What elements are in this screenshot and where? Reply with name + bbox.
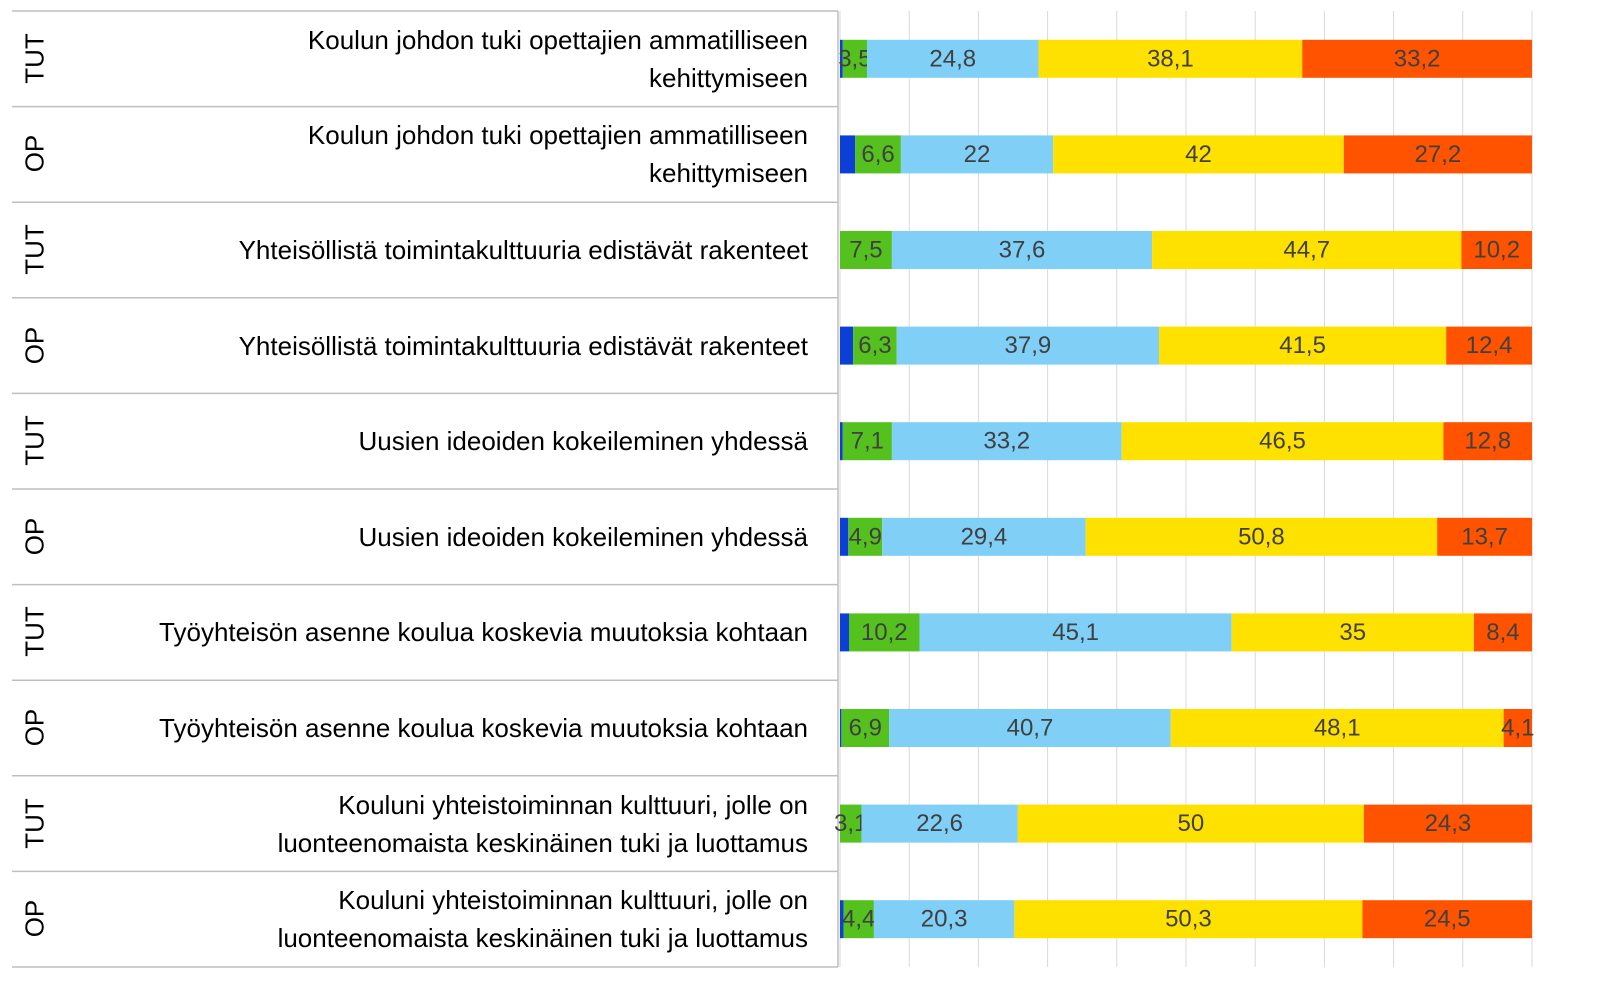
- value-label: 24,3: [1425, 810, 1472, 837]
- value-label: 3,5: [838, 45, 871, 72]
- bar-segment: [891, 231, 1153, 269]
- bar-segment: [861, 804, 1018, 843]
- category-label: Kouluni yhteistoiminnan kulttuuri, jolle…: [277, 789, 808, 858]
- value-label: 48,1: [1314, 715, 1361, 742]
- value-label: 10,2: [861, 619, 908, 646]
- value-label: 13,7: [1461, 523, 1508, 550]
- value-label: 27,2: [1415, 141, 1462, 168]
- bar-segment: [1159, 326, 1447, 365]
- value-label: 40,7: [1007, 715, 1054, 742]
- value-label: 10,2: [1473, 237, 1520, 264]
- category-label: Uusien ideoiden kokeileminen yhdessä: [358, 426, 808, 457]
- bar-segment: [1443, 422, 1532, 461]
- value-label: 42: [1185, 141, 1212, 168]
- bar-segment: [919, 613, 1232, 652]
- value-label: 4,4: [842, 906, 875, 933]
- bar-segment: [1446, 326, 1532, 365]
- category-label: Työyhteisön asenne koulua koskevia muuto…: [159, 617, 808, 648]
- bar-segment: [842, 422, 892, 461]
- bar-segment: [840, 804, 862, 843]
- value-label: 12,4: [1466, 332, 1513, 359]
- value-label: 29,4: [961, 523, 1008, 550]
- value-label: 24,5: [1424, 906, 1471, 933]
- bar-segment: [848, 517, 883, 556]
- value-label: 33,2: [1394, 45, 1441, 72]
- bar-segment: [840, 517, 849, 556]
- bar-segment: [840, 326, 854, 365]
- bar-segment: [841, 709, 890, 747]
- bar-segment: [853, 326, 897, 365]
- bar-segment: [889, 709, 1171, 747]
- category-label: Yhteisöllistä toimintakulttuuria edistäv…: [238, 235, 808, 265]
- bar-segment: [840, 39, 843, 78]
- bar-segment: [848, 613, 920, 652]
- bar-segment: [855, 135, 901, 174]
- value-label: 20,3: [921, 906, 968, 933]
- bar-segment: [873, 900, 1015, 939]
- bar-segment: [882, 517, 1086, 556]
- value-label: 6,6: [861, 141, 894, 168]
- bar-segment: [1231, 613, 1474, 652]
- bar-segment: [896, 326, 1160, 365]
- value-label: 50,3: [1165, 906, 1212, 933]
- bar-segment: [1302, 39, 1532, 78]
- category-label: Koulun johdon tuki opettajien ammatillis…: [307, 24, 808, 93]
- bar-segment: [1343, 135, 1532, 174]
- bar-segment: [840, 613, 849, 652]
- value-label: 6,9: [849, 715, 882, 742]
- category-label: Työyhteisön asenne koulua koskevia muuto…: [159, 713, 808, 743]
- bar-segment: [1170, 709, 1504, 747]
- bar-segment: [1121, 422, 1444, 461]
- value-label: 44,7: [1283, 237, 1330, 264]
- bar-segment: [1461, 231, 1532, 269]
- bar-segment: [1152, 231, 1462, 269]
- category-label: Koulun johdon tuki opettajien ammatillis…: [307, 120, 808, 189]
- value-label: 6,3: [858, 332, 891, 359]
- bar-segment: [1014, 900, 1363, 939]
- value-label: 24,8: [929, 45, 976, 72]
- value-label: 22: [964, 141, 991, 168]
- category-label: Yhteisöllistä toimintakulttuuria edistäv…: [238, 330, 808, 361]
- value-label: 50: [1177, 810, 1204, 837]
- value-label: 8,4: [1486, 619, 1519, 646]
- bar-segment: [842, 39, 867, 78]
- bar-segment: [1473, 613, 1532, 652]
- value-label: 4,9: [849, 523, 882, 550]
- bar-segment: [840, 422, 843, 461]
- value-label: 38,1: [1147, 45, 1194, 72]
- bar-segment: [1362, 900, 1532, 939]
- bar-segment: [1503, 709, 1532, 747]
- value-label: 45,1: [1052, 619, 1099, 646]
- value-label: 7,1: [851, 428, 884, 455]
- value-label: 37,6: [999, 237, 1046, 264]
- category-label: Uusien ideoiden kokeileminen yhdessä: [358, 521, 808, 552]
- value-label: 33,2: [983, 428, 1030, 455]
- bar-segment: [1437, 517, 1532, 556]
- value-label: 35: [1339, 619, 1366, 646]
- value-label: 50,8: [1238, 523, 1285, 550]
- value-label: 4,1: [1501, 715, 1534, 742]
- value-label: 41,5: [1279, 332, 1326, 359]
- bar-segment: [840, 135, 856, 174]
- bar-segment: [1085, 517, 1438, 556]
- bar-segment: [840, 709, 842, 747]
- bar-segment: [891, 422, 1122, 461]
- category-label: Kouluni yhteistoiminnan kulttuuri, jolle…: [277, 885, 808, 954]
- value-label: 22,6: [916, 810, 963, 837]
- bar-segment: [866, 39, 1039, 78]
- bar-segment: [1053, 135, 1344, 174]
- bar-segment: [840, 231, 892, 269]
- bar-segment: [840, 900, 844, 939]
- bar-segment: [843, 900, 874, 939]
- bar-segment: [1038, 39, 1303, 78]
- value-label: 37,9: [1005, 332, 1052, 359]
- value-label: 46,5: [1259, 428, 1306, 455]
- bar-segment: [1017, 804, 1364, 843]
- bar-segment: [1363, 804, 1532, 843]
- value-label: 7,5: [849, 237, 882, 264]
- bar-segment: [900, 135, 1054, 174]
- value-label: 12,8: [1464, 428, 1511, 455]
